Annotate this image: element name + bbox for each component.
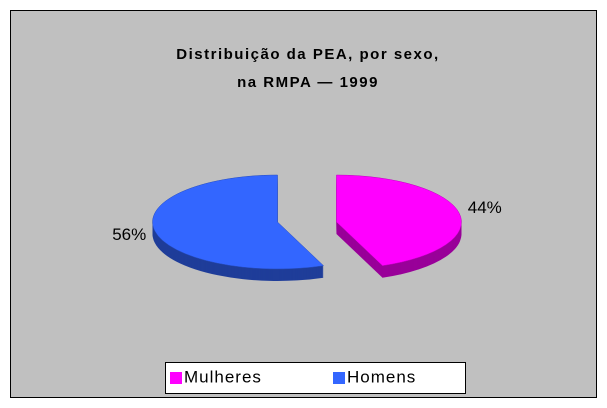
data-label: 56% [112, 225, 146, 244]
slice [152, 174, 325, 270]
legend-swatch [333, 372, 345, 384]
slice [336, 174, 462, 266]
chart-title: Distribuição da PEA, por sexo, [176, 46, 439, 63]
legend-label: Mulheres [184, 367, 262, 386]
legend-swatch [170, 372, 182, 384]
data-label: 44% [468, 198, 502, 217]
chart-title: na RMPA — 1999 [237, 74, 379, 91]
legend-box [165, 362, 466, 394]
legend-label: Homens [347, 367, 416, 386]
chart-area [10, 10, 597, 398]
